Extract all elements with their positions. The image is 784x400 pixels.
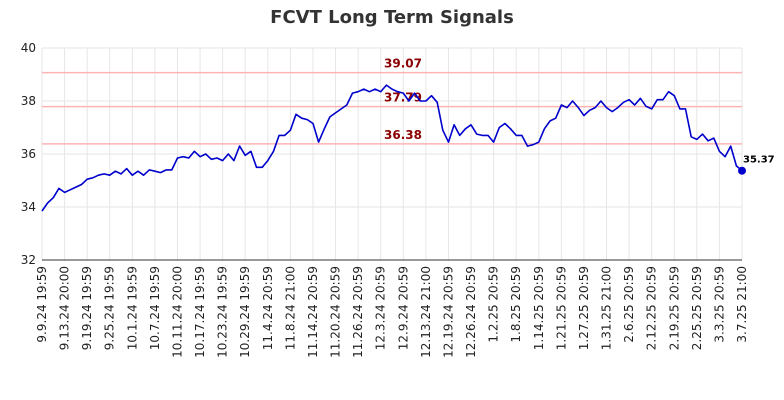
x-tick-label: 11.20.24 20:59 — [329, 266, 343, 358]
y-tick-label: 32 — [21, 253, 36, 267]
x-tick-label: 12.3.24 20:59 — [374, 266, 388, 350]
x-tick-label: 11.26.24 20:59 — [351, 266, 365, 358]
chart-title: FCVT Long Term Signals — [270, 7, 514, 28]
x-tick-label: 9.19.24 19:59 — [80, 266, 94, 350]
x-tick-label: 10.17.24 19:59 — [193, 266, 207, 358]
last-point-label: 35.37 — [743, 155, 775, 166]
y-tick-label: 34 — [21, 200, 36, 214]
x-tick-label: 3.7.25 21:00 — [735, 266, 749, 343]
x-tick-label: 10.29.24 19:59 — [238, 266, 252, 358]
y-tick-label: 36 — [21, 147, 36, 161]
series-line: 35.37 — [41, 84, 775, 212]
x-tick-label: 1.8.25 20:59 — [509, 266, 523, 343]
x-tick-label: 2.25.25 20:59 — [690, 266, 704, 350]
series-polyline — [41, 84, 743, 212]
x-tick-label: 3.3.25 20:59 — [712, 266, 726, 343]
x-tick-label: 10.11.24 20:00 — [170, 266, 184, 358]
x-tick-label: 9.9.24 19:59 — [35, 266, 49, 343]
x-tick-label: 12.9.24 20:59 — [396, 266, 410, 350]
y-tick-label: 38 — [21, 94, 36, 108]
x-tick-label: 10.23.24 19:59 — [216, 266, 230, 358]
x-tick-label: 11.8.24 21:00 — [283, 266, 297, 350]
level-lines: 39.07 37.79 36.38 — [42, 57, 742, 145]
x-tick-label: 2.6.25 20:59 — [622, 266, 636, 343]
x-tick-label: 12.19.24 20:59 — [441, 266, 455, 358]
x-tick-label: 1.14.25 20:59 — [532, 266, 546, 350]
axis-labels: 32 34 36 38 40 9.9.24 19:59 9.13.24 20:00 9.19.… — [21, 41, 749, 358]
x-tick-label: 1.31.25 21:00 — [600, 266, 614, 350]
level-label: 39.07 — [384, 57, 422, 71]
x-tick-label: 2.19.25 20:59 — [667, 266, 681, 350]
x-tick-label: 12.26.24 20:59 — [464, 266, 478, 358]
grid-lines — [41, 47, 743, 261]
last-point-marker — [738, 166, 746, 175]
x-tick-label: 1.27.25 20:59 — [577, 266, 591, 350]
x-tick-label: 10.1.24 19:59 — [125, 266, 139, 350]
level-label: 36.38 — [384, 128, 422, 142]
x-tick-label: 1.21.25 20:59 — [554, 266, 568, 350]
x-tick-label: 12.13.24 21:00 — [419, 266, 433, 358]
x-tick-label: 2.12.25 20:59 — [645, 266, 659, 350]
x-tick-label: 9.13.24 20:00 — [58, 266, 72, 350]
x-tick-label: 10.7.24 19:59 — [148, 266, 162, 350]
x-tick-label: 1.2.25 20:59 — [487, 266, 501, 343]
x-tick-label: 9.25.24 19:59 — [103, 266, 117, 350]
y-tick-label: 40 — [21, 41, 36, 55]
x-tick-label: 11.4.24 20:59 — [261, 266, 275, 350]
level-label: 37.79 — [384, 91, 422, 105]
x-tick-label: 11.14.24 20:59 — [306, 266, 320, 358]
